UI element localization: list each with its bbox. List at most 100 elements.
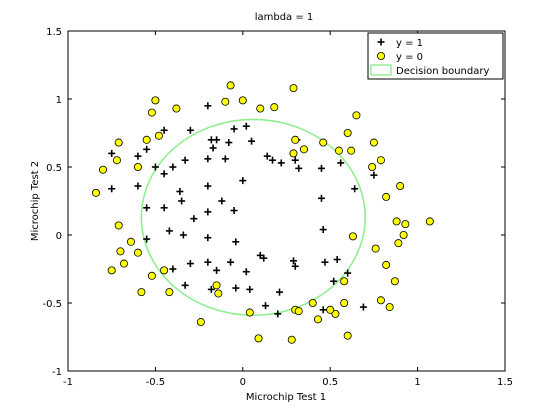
- positive-sample-point: [227, 258, 235, 266]
- negative-sample-point: [299, 145, 308, 154]
- positive-sample-point: [317, 194, 325, 202]
- negative-sample-point: [160, 266, 169, 275]
- negative-sample-point: [238, 96, 247, 105]
- negative-sample-point: [425, 217, 434, 226]
- x-tick-label: 1: [414, 377, 420, 388]
- plot-area: [67, 30, 506, 372]
- decision-boundary-curve: [140, 118, 366, 317]
- negative-sample-point: [147, 108, 156, 117]
- positive-sample-point: [204, 258, 212, 266]
- negative-sample-point: [371, 244, 380, 253]
- positive-sample-point: [276, 288, 284, 296]
- data-points-layer: [91, 81, 434, 344]
- legend-marker-boundary: [370, 64, 392, 76]
- negative-sample-point: [142, 135, 151, 144]
- y-tick-label: -0.5: [42, 299, 62, 310]
- positive-sample-point: [181, 281, 189, 289]
- positive-sample-point: [169, 163, 177, 171]
- negative-sample-point: [369, 138, 378, 147]
- positive-sample-point: [176, 187, 184, 195]
- legend-marker-circle: [376, 52, 385, 61]
- positive-sample-point: [256, 251, 264, 259]
- negative-sample-point: [343, 128, 352, 137]
- positive-sample-point: [160, 126, 168, 134]
- positive-sample-point: [319, 226, 327, 234]
- negative-sample-point: [382, 260, 391, 269]
- negative-sample-point: [396, 182, 405, 191]
- positive-sample-point: [204, 182, 212, 190]
- positive-sample-point: [319, 306, 327, 314]
- positive-sample-point: [333, 255, 341, 263]
- legend-label: y = 0: [396, 52, 423, 63]
- positive-sample-point: [330, 277, 338, 285]
- positive-sample-point: [295, 164, 303, 172]
- negative-sample-point: [368, 162, 377, 171]
- positive-sample-point: [274, 310, 282, 318]
- negative-sample-point: [340, 277, 349, 286]
- positive-sample-point: [213, 266, 221, 274]
- negative-sample-point: [399, 230, 408, 239]
- legend: y = 1 y = 0 Decision boundary: [367, 32, 504, 80]
- positive-sample-point: [134, 152, 142, 160]
- x-tick-label: 0: [240, 377, 246, 388]
- negative-sample-point: [347, 146, 356, 155]
- x-tick-label: 1.5: [497, 377, 513, 388]
- positive-sample-point: [190, 215, 198, 223]
- y-tick-label: 1: [56, 95, 62, 106]
- positive-sample-point: [204, 102, 212, 110]
- negative-sample-point: [390, 277, 399, 286]
- x-tick-label: -0.5: [146, 377, 166, 388]
- negative-sample-point: [308, 298, 317, 307]
- negative-sample-point: [289, 149, 298, 158]
- negative-sample-point: [376, 296, 385, 305]
- negative-sample-point: [221, 97, 230, 106]
- negative-sample-point: [331, 309, 340, 318]
- positive-sample-point: [321, 258, 329, 266]
- negative-sample-point: [382, 192, 391, 201]
- positive-sample-point: [209, 144, 217, 152]
- negative-sample-point: [114, 221, 123, 230]
- positive-sample-point: [179, 231, 187, 239]
- negative-sample-point: [319, 138, 328, 147]
- negative-sample-point: [226, 81, 235, 90]
- legend-marker-plus: [377, 38, 385, 46]
- negative-sample-point: [401, 220, 410, 229]
- negative-sample-point: [343, 331, 352, 340]
- positive-sample-point: [317, 164, 325, 172]
- negative-sample-point: [126, 237, 135, 246]
- negative-sample-point: [340, 298, 349, 307]
- positive-sample-point: [186, 126, 194, 134]
- positive-sample-point: [248, 137, 256, 145]
- negative-sample-point: [376, 156, 385, 165]
- negative-sample-point: [165, 288, 174, 297]
- positive-sample-point: [242, 268, 250, 276]
- negative-sample-point: [196, 318, 205, 327]
- negative-sample-point: [289, 84, 298, 93]
- positive-sample-point: [165, 227, 173, 235]
- positive-sample-point: [370, 171, 378, 179]
- negative-sample-point: [294, 307, 303, 316]
- positive-sample-point: [277, 159, 285, 167]
- negative-sample-point: [245, 308, 254, 317]
- positive-sample-point: [221, 155, 229, 163]
- negative-sample-point: [119, 259, 128, 268]
- positive-sample-point: [143, 235, 151, 243]
- positive-sample-point: [232, 284, 240, 292]
- negative-sample-point: [270, 103, 279, 112]
- positive-sample-point: [186, 260, 194, 268]
- negative-sample-point: [114, 138, 123, 147]
- x-tick-label: 0.5: [322, 377, 338, 388]
- negative-sample-point: [151, 96, 160, 105]
- positive-sample-point: [262, 302, 270, 310]
- positive-sample-point: [225, 139, 233, 147]
- positive-sample-point: [204, 234, 212, 242]
- positive-sample-point: [178, 197, 186, 205]
- negative-sample-point: [214, 289, 223, 298]
- negative-sample-point: [133, 162, 142, 171]
- positive-sample-point: [269, 156, 277, 164]
- legend-label: y = 1: [396, 38, 423, 49]
- negative-sample-point: [291, 135, 300, 144]
- negative-sample-point: [116, 247, 125, 256]
- negative-sample-point: [394, 239, 403, 248]
